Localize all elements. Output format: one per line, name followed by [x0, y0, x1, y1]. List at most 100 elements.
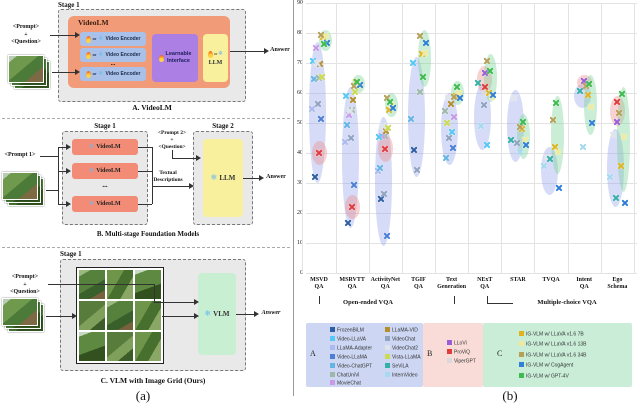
bracket-tick — [454, 296, 455, 304]
scatter-point — [621, 199, 629, 207]
scatter-point — [613, 118, 621, 126]
fire-icon — [85, 35, 91, 43]
scatter-point — [416, 88, 424, 96]
connector-line — [154, 302, 196, 303]
gridline-y — [306, 63, 637, 65]
scatter-point — [588, 119, 596, 127]
arrowhead — [194, 313, 199, 319]
connector-bus — [58, 147, 59, 204]
scatter-point — [477, 122, 485, 130]
fire-icon — [85, 70, 91, 78]
scatter-point — [606, 173, 614, 181]
scatter-point — [342, 92, 350, 100]
scatter-point — [510, 94, 518, 102]
legend-group-letter: A — [310, 349, 316, 358]
legend-entry: Vista-LLaMA — [385, 353, 421, 361]
subfigure-b-caption: (b) — [502, 388, 518, 403]
legend-entry: LLaMA-Adapter — [330, 344, 372, 352]
scatter-point — [317, 115, 325, 123]
scatter-point — [584, 91, 592, 99]
legend-entry: SeViLA — [385, 362, 409, 370]
y-axis-tick-label: 50 — [297, 119, 303, 126]
panel-c-answer-label: Answer — [261, 310, 281, 316]
gridline-x — [633, 3, 635, 274]
gridline-x — [368, 3, 370, 274]
legend-swatch — [330, 353, 335, 359]
snowflake-icon: ❄ — [204, 309, 212, 318]
panel-a-llm-box: or ❄ LLM — [203, 34, 228, 82]
connector-line — [172, 158, 198, 159]
gridline-x — [501, 3, 503, 274]
videolm-box-2: ❄ VideoLM — [72, 163, 138, 179]
legend-entry: FrozenBiLM — [330, 327, 364, 334]
legend-group-letter: B — [427, 349, 433, 358]
y-axis-tick-label: 0 — [287, 270, 303, 276]
scatter-point — [555, 184, 563, 192]
scatter-point — [341, 138, 349, 146]
scatter-point — [409, 59, 417, 67]
scatter-point — [441, 107, 449, 115]
legend-swatch — [330, 335, 335, 341]
arrow-line — [230, 51, 266, 52]
scatter-point — [311, 173, 319, 181]
scatter-point — [343, 121, 351, 129]
gridline-y — [306, 3, 637, 5]
videolm-label: VideoLM — [96, 144, 121, 150]
legend-entry: VideoChat2 — [385, 344, 418, 352]
arrowhead — [66, 168, 71, 174]
ellipsis-dots: ... — [110, 61, 116, 67]
video-encoder-label: Video Encoder — [105, 36, 141, 42]
legend-swatch — [519, 331, 524, 336]
scatter-point — [554, 148, 562, 156]
snowflake-icon: ❄ — [98, 35, 104, 42]
arrow-line — [243, 178, 261, 179]
scatter-point — [318, 73, 326, 81]
scatter-point — [413, 166, 421, 174]
legend-swatch — [519, 362, 524, 368]
legend-entry: ChatUniVi — [330, 371, 359, 379]
video-encoder-box-3: or ❄ Video Encoder — [80, 67, 146, 81]
legend-swatch — [447, 358, 452, 364]
connector-line — [46, 316, 74, 317]
panel-b-llm-label: LLM — [219, 174, 236, 182]
connector-line — [152, 186, 191, 187]
or-label: or — [92, 71, 97, 76]
legend-swatch — [447, 340, 452, 345]
legend-entry: IG-VLM w/ LLaVA v1.6 7B — [519, 331, 584, 338]
scatter-point — [620, 133, 628, 141]
panel-b-llm-box: ❄ LLM — [203, 139, 243, 217]
legend-entry: VideoChat — [385, 335, 415, 343]
x-axis-category-label: Intent QA — [576, 277, 593, 290]
y-axis-tick-label: 60 — [297, 89, 303, 96]
legend-swatch — [330, 344, 335, 350]
panel-c-prompt-label: <Prompt> + <Question> — [10, 274, 40, 295]
legend-swatch — [385, 344, 390, 350]
connector-line — [172, 150, 173, 158]
snowflake-icon: ❄ — [89, 143, 95, 150]
scatter-point — [483, 141, 491, 149]
x-axis-category-label: MSVD QA — [310, 277, 328, 290]
scatter-point — [353, 78, 361, 86]
scatter-point — [317, 31, 325, 39]
legend-entry: Video-LLaVA — [330, 335, 366, 343]
arrowhead — [194, 299, 199, 305]
x-axis-category-label: NExT QA — [477, 277, 493, 290]
scatter-point — [443, 119, 451, 127]
snowflake-icon: ❄ — [89, 167, 95, 174]
bracket-line — [487, 303, 513, 304]
videolm-label: VideoLM — [96, 201, 121, 207]
ellipsis-dots: ... — [102, 181, 108, 189]
scatter-point — [612, 194, 620, 202]
x-axis-category-label: MSRVTT QA — [339, 277, 365, 290]
connector-line — [138, 171, 152, 172]
legend-entry: LLaMA-VID — [385, 327, 418, 334]
legend-entry: InternVideo — [385, 371, 417, 379]
arrowhead — [189, 183, 194, 189]
legend-group-B-background — [423, 323, 483, 387]
gridline-x — [435, 3, 437, 274]
panel-b-stage1-label: Stage 1 — [94, 122, 116, 130]
scatter-point — [540, 162, 548, 170]
legend-swatch — [330, 327, 335, 332]
scatter-point — [421, 49, 429, 57]
open-ended-vqa-group-label: Open-ended VQA — [343, 299, 393, 306]
